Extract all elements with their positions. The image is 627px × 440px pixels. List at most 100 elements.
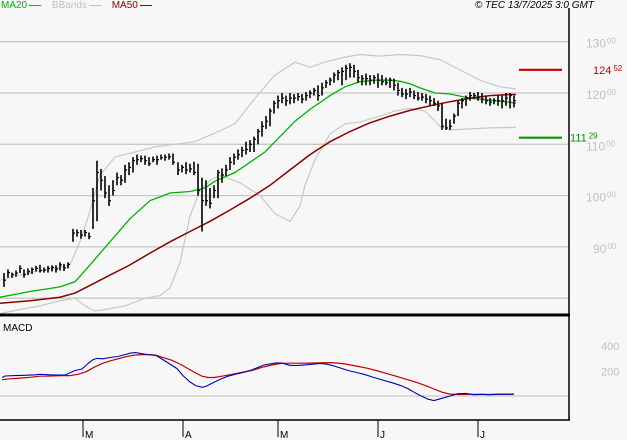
x-tick: J [377,420,385,440]
ohlc-bar [84,229,87,237]
ohlc-bar [43,267,46,273]
ohlc-bar [96,160,99,222]
ohlc-bar [172,153,175,165]
ohlc-bar [181,164,184,173]
ohlc-bar [108,185,111,206]
ohlc-bar [257,128,260,145]
x-tick: M [277,420,288,440]
legend-ma50: MA50 [112,0,152,11]
ohlc-bar [357,69,360,83]
ohlc-bar [88,232,91,240]
ohlc-bar [11,272,14,278]
price-tick-label: 13000 [586,37,616,51]
ohlc-bar [148,157,151,166]
macd-tick-label: 200 [601,367,619,379]
price-gridlines [0,41,569,299]
price-bars [3,63,516,287]
ohlc-bar [453,113,456,124]
moving-averages [0,79,517,305]
ohlc-bar [47,265,50,273]
ohlc-bar [437,100,440,111]
price-tick-int: 90 [593,242,607,256]
legend-ma20: MA20 [1,0,44,11]
ohlc-bar [305,91,308,101]
ohlc-bar [177,162,180,176]
ohlc-bar [393,78,396,91]
ohlc-bar [245,141,248,155]
support-label-int: 111 [570,133,587,145]
ohlc-bar [39,264,42,273]
price-tick-label: 11000 [586,139,616,153]
ohlc-bar [213,185,216,199]
ohlc-bar [120,175,123,186]
x-tick-label: M [280,430,288,440]
ohlc-bar [136,154,139,165]
ohlc-bar [333,72,336,83]
ohlc-bar [361,75,364,86]
ohlc-bar [209,187,212,209]
ohlc-bar [144,155,147,165]
ohlc-bar [168,153,171,160]
ohlc-bar [501,95,504,109]
ohlc-bar [51,265,54,272]
legend-bbands: BBands [52,0,104,11]
ohlc-bar [132,157,135,173]
ohlc-bar [72,228,75,242]
ohlc-bar [493,98,496,105]
ohlc-bar [92,187,95,229]
ohlc-bar [409,87,412,98]
ohlc-bar [297,93,300,101]
x-tick-label: M [85,430,93,440]
ohlc-bar [349,63,352,78]
bband-upper-line [0,53,517,281]
ohlc-bar [485,95,488,105]
ohlc-bar [63,263,66,272]
ohlc-bar [309,90,312,99]
ohlc-bar [237,149,240,160]
ohlc-bar [461,98,464,109]
ohlc-bar [469,91,472,101]
price-tick-dec: 00 [607,88,616,97]
ohlc-bar [185,162,188,175]
ohlc-bar [31,267,34,275]
ohlc-bar [473,93,476,100]
ohlc-bar [433,98,436,106]
legend-bbands-label: BBands [51,0,87,11]
ohlc-bar [389,77,392,88]
ohlc-bar [445,118,448,130]
ohlc-bar [221,168,224,183]
ohlc-bar [249,140,252,152]
ohlc-bar [365,73,368,86]
ohlc-bar [269,108,272,127]
x-tick-label: A [185,430,192,440]
ohlc-bar [329,77,332,86]
ohlc-bar [481,93,484,104]
support-label: 111 29 [570,132,598,145]
ohlc-bar [325,80,328,88]
ohlc-bar [124,164,127,183]
ohlc-bar [164,154,167,161]
ohlc-bar [80,229,83,239]
price-tick-label: 12000 [586,88,616,102]
ohlc-bar [128,162,131,176]
ohlc-bar [27,268,30,276]
ohlc-bar [67,262,70,269]
ohlc-bar [449,119,452,130]
chart-legend: MA20 BBands MA50 [1,0,160,12]
ohlc-bar [441,103,444,130]
ohlc-bar [337,69,340,81]
price-tick-int: 130 [586,37,606,51]
resistance-label-dec: 52 [613,64,622,73]
ohlc-bar [417,91,420,101]
macd-title: MACD [3,323,32,334]
ohlc-bar [345,64,348,81]
macd-lines [1,352,515,402]
price-tick-int: 120 [586,88,606,102]
ohlc-bar [241,146,244,158]
price-tick-label: 10000 [586,191,616,205]
macd-gridlines: MACD [0,323,569,397]
ohlc-bar [317,85,320,101]
ohlc-bar [23,269,26,278]
